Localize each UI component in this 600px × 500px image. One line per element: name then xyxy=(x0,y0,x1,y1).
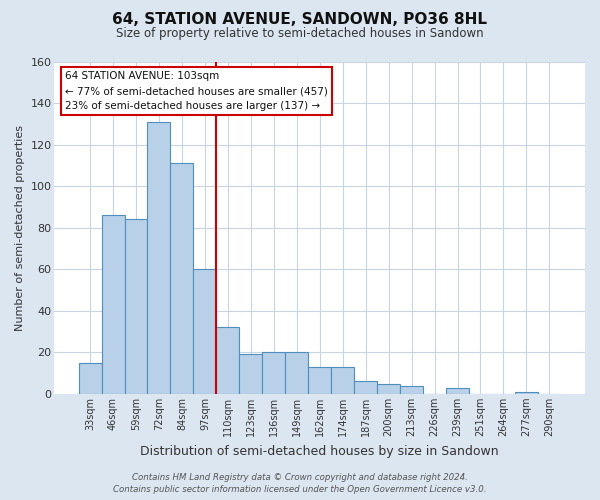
Bar xyxy=(239,354,262,394)
Bar xyxy=(331,367,354,394)
Bar xyxy=(148,122,170,394)
Bar xyxy=(193,269,217,394)
Bar xyxy=(285,352,308,394)
Bar xyxy=(308,367,331,394)
Bar xyxy=(446,388,469,394)
Text: 64 STATION AVENUE: 103sqm
← 77% of semi-detached houses are smaller (457)
23% of: 64 STATION AVENUE: 103sqm ← 77% of semi-… xyxy=(65,72,328,111)
Bar xyxy=(515,392,538,394)
Bar xyxy=(170,164,193,394)
Text: Size of property relative to semi-detached houses in Sandown: Size of property relative to semi-detach… xyxy=(116,28,484,40)
Text: 64, STATION AVENUE, SANDOWN, PO36 8HL: 64, STATION AVENUE, SANDOWN, PO36 8HL xyxy=(113,12,487,28)
X-axis label: Distribution of semi-detached houses by size in Sandown: Distribution of semi-detached houses by … xyxy=(140,444,499,458)
Bar xyxy=(79,362,101,394)
Text: Contains HM Land Registry data © Crown copyright and database right 2024.
Contai: Contains HM Land Registry data © Crown c… xyxy=(113,472,487,494)
Bar xyxy=(101,215,125,394)
Bar xyxy=(262,352,285,394)
Bar xyxy=(354,382,377,394)
Bar xyxy=(125,220,148,394)
Bar xyxy=(377,384,400,394)
Y-axis label: Number of semi-detached properties: Number of semi-detached properties xyxy=(15,124,25,330)
Bar xyxy=(400,386,423,394)
Bar xyxy=(217,328,239,394)
